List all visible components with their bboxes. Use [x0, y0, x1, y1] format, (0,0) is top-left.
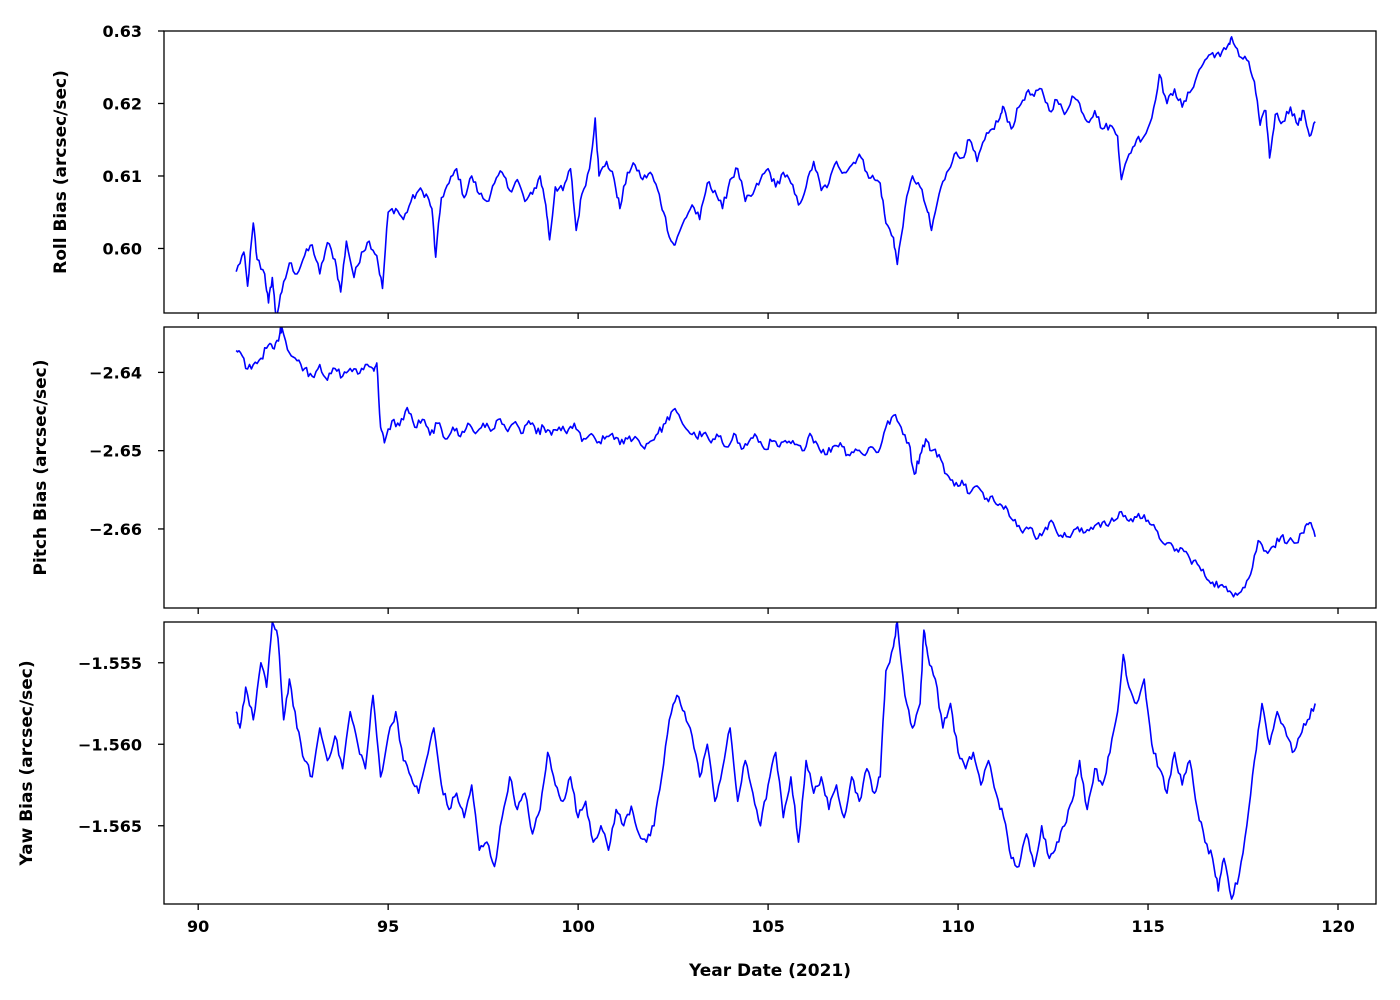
xtick-label: 120 — [1321, 917, 1354, 936]
yaw-axes-frame — [163, 621, 1377, 905]
pitch-y-axis-label: Pitch Bias (arcsec/sec) — [31, 360, 51, 576]
yaw-ytick-label: −1.560 — [78, 735, 142, 754]
roll-axes-frame — [163, 30, 1377, 314]
pitch-ytick-label: −2.66 — [89, 520, 142, 539]
yaw-bias-line — [235, 622, 1316, 900]
xtick-label: 110 — [941, 917, 974, 936]
xtick-label: 90 — [187, 917, 209, 936]
roll-bias-line — [235, 36, 1316, 313]
roll-ytick-label: 0.62 — [103, 94, 142, 113]
pitch-bias-panel: −2.64 −2.65 −2.66 Pitch Bias (arcsec/sec) — [31, 326, 1377, 614]
xtick-label: 105 — [751, 917, 784, 936]
xtick-label: 115 — [1131, 917, 1164, 936]
yaw-y-axis-label: Yaw Bias (arcsec/sec) — [17, 660, 37, 866]
x-axis-label: Year Date (2021) — [688, 961, 851, 981]
roll-y-axis-label: Roll Bias (arcsec/sec) — [51, 70, 71, 274]
yaw-bias-panel: −1.555 −1.560 −1.565 90 95 100 105 110 115 120 Yaw… — [17, 621, 1377, 936]
roll-ytick-label: 0.60 — [103, 239, 142, 258]
xtick-label: 95 — [377, 917, 399, 936]
yaw-ytick-label: −1.555 — [78, 654, 142, 673]
roll-ytick-label: 0.63 — [103, 22, 142, 41]
roll-bias-panel: 0.60 0.61 0.62 0.63 Roll Bias (arcsec/sec) — [51, 22, 1377, 319]
roll-ytick-label: 0.61 — [103, 167, 142, 186]
yaw-ytick-label: −1.565 — [78, 817, 142, 836]
pitch-ytick-label: −2.65 — [89, 442, 142, 461]
pitch-axes-frame — [163, 326, 1377, 609]
pitch-ytick-label: −2.64 — [89, 363, 142, 382]
pitch-bias-line — [235, 327, 1316, 598]
xtick-label: 100 — [561, 917, 594, 936]
